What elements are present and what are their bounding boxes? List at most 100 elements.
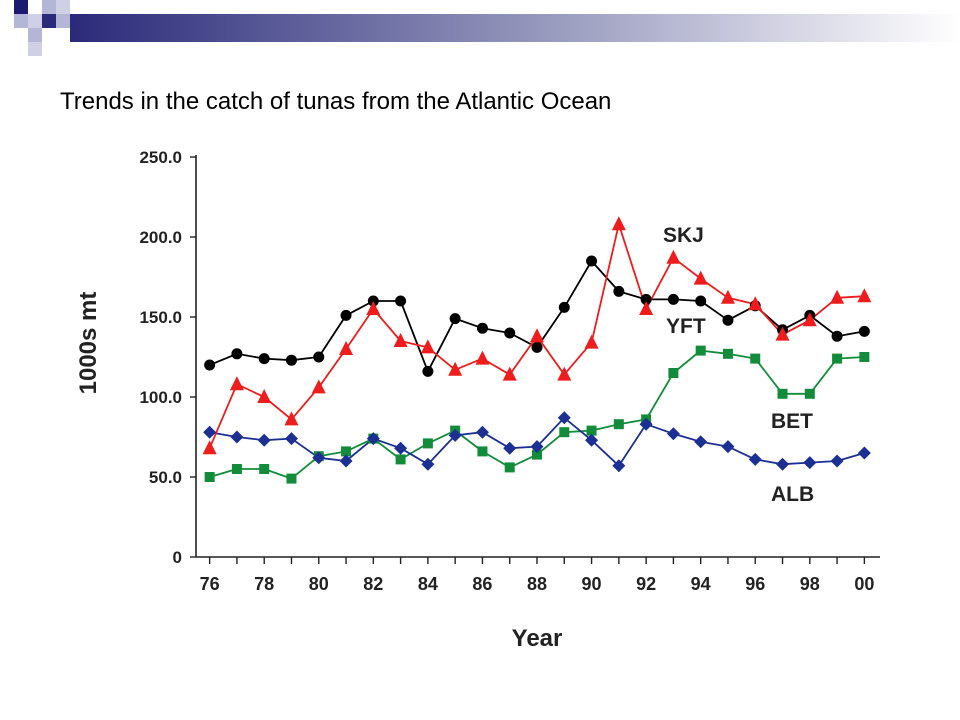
skj-data-point <box>340 309 352 321</box>
yft-data-point <box>229 376 244 391</box>
bet-data-point <box>695 345 706 356</box>
yft-data-point <box>639 301 654 315</box>
series-label-skj: SKJ <box>663 224 704 247</box>
yft-data-point <box>775 326 790 341</box>
skj-data-point <box>395 295 407 307</box>
alb-data-point <box>748 452 762 466</box>
skj-data-point <box>204 359 216 371</box>
bet-data-point <box>750 353 761 364</box>
series-label-alb: ALB <box>771 483 814 506</box>
alb-data-point <box>230 430 244 444</box>
x-tick-label: 82 <box>363 574 383 594</box>
skj-data-point <box>831 330 843 342</box>
yft-data-point <box>584 334 599 349</box>
alb-data-point <box>612 459 626 473</box>
skj-data-point <box>531 341 543 353</box>
slide-title: Trends in the catch of tunas from the At… <box>60 88 612 115</box>
x-tick-label: 94 <box>691 574 711 594</box>
yft-data-point <box>202 440 217 455</box>
skj-data-point <box>285 354 297 366</box>
x-tick-label: 98 <box>800 574 820 594</box>
alb-data-point <box>448 428 462 442</box>
y-tick-label: 150.0 <box>139 308 182 327</box>
yft-data-point <box>748 296 763 311</box>
yft-data-point <box>802 312 817 327</box>
x-tick-label: 80 <box>309 574 329 594</box>
yft-data-point <box>557 366 572 381</box>
alb-data-point <box>475 425 489 439</box>
series-label-yft: YFT <box>666 315 706 338</box>
slide-decoration-bar <box>14 0 960 56</box>
alb-data-point <box>721 440 735 454</box>
x-tick-label: 00 <box>854 574 874 594</box>
x-tick-label: 86 <box>472 574 492 594</box>
bet-data-point <box>504 462 515 473</box>
skj-data-point <box>422 365 434 377</box>
y-tick-label: 50.0 <box>149 468 182 487</box>
yft-data-point <box>448 361 463 376</box>
alb-data-point <box>366 432 380 446</box>
alb-data-point <box>421 457 435 471</box>
bet-data-point <box>286 473 297 484</box>
y-tick-label: 0 <box>173 548 182 567</box>
alb-data-point <box>776 457 790 471</box>
alb-data-point <box>694 435 708 449</box>
yft-data-point <box>393 333 408 347</box>
alb-data-point <box>639 417 653 431</box>
bet-data-point <box>395 454 406 465</box>
alb-data-point <box>339 454 353 468</box>
bet-data-point <box>668 368 679 378</box>
y-tick-label: 200.0 <box>139 228 182 247</box>
alb-data-point <box>257 433 271 447</box>
alb-data-point <box>857 446 871 460</box>
bet-data-point <box>477 446 488 457</box>
alb-data-point <box>557 411 571 425</box>
x-tick-label: 92 <box>636 574 656 594</box>
bet-data-point <box>586 425 597 436</box>
x-tick-label: 84 <box>418 574 438 594</box>
bet-data-point <box>259 464 270 474</box>
yft-data-point <box>257 389 272 403</box>
x-tick-label: 76 <box>200 574 220 594</box>
skj-data-point <box>258 353 270 365</box>
series-label-bet: BET <box>771 410 813 433</box>
yft-data-point <box>366 301 381 315</box>
yft-data-point <box>720 289 735 304</box>
skj-data-point <box>695 295 707 307</box>
skj-data-point <box>558 301 570 313</box>
alb-data-point <box>203 425 217 439</box>
bet-data-point <box>613 419 624 430</box>
alb-data-point <box>803 456 817 470</box>
x-tick-label: 78 <box>254 574 274 594</box>
x-tick-label: 88 <box>527 574 547 594</box>
bet-data-point <box>422 438 433 449</box>
alb-data-point <box>585 433 599 447</box>
alb-data-point <box>312 451 326 465</box>
yft-data-point <box>830 289 845 304</box>
bet-data-point <box>859 352 870 362</box>
y-axis-label: 1000s mt <box>75 292 102 395</box>
yft-data-point <box>420 339 435 354</box>
yft-data-point <box>502 366 517 381</box>
skj-data-point <box>476 322 488 334</box>
skj-data-point <box>231 348 243 360</box>
yft-data-point <box>284 411 299 426</box>
alb-data-point <box>503 441 517 455</box>
skj-data-point <box>667 293 679 305</box>
bet-data-point <box>231 464 242 474</box>
bet-data-point <box>722 348 733 359</box>
skj-data-point <box>722 314 734 326</box>
skj-data-point <box>449 313 461 325</box>
yft-data-point <box>857 288 872 303</box>
bet-data-point <box>777 388 788 399</box>
x-tick-label: 96 <box>745 574 765 594</box>
bet-data-point <box>341 446 352 457</box>
alb-data-point <box>284 432 298 446</box>
yft-data-point <box>693 270 708 285</box>
alb-data-point <box>830 454 844 468</box>
bet-data-point <box>832 353 843 364</box>
skj-data-point <box>640 293 652 305</box>
yft-data-point <box>311 379 326 394</box>
yft-data-point <box>339 341 354 355</box>
